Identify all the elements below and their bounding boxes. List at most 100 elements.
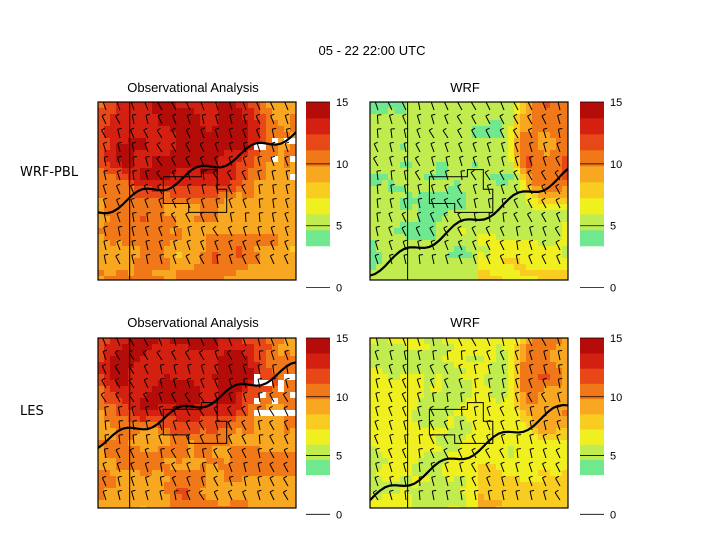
field-cell [490,476,497,483]
field-cell [460,162,467,169]
field-cell [454,210,461,217]
field-cell [248,428,255,435]
field-cell [436,488,443,495]
field-cell [394,404,401,411]
field-cell [104,422,111,429]
field-cell [400,222,407,229]
field-cell [388,162,395,169]
field-cell [260,210,267,217]
field-cell [550,446,557,453]
field-cell [496,132,503,139]
field-cell [188,476,195,483]
field-cell [188,198,195,205]
field-cell [122,180,129,187]
field-cell [478,476,485,483]
field-cell [140,234,147,241]
field-cell [394,270,401,277]
field-cell [140,338,147,345]
field-cell [370,506,377,508]
field-cell [562,380,568,387]
field-cell [278,150,285,157]
field-cell [382,228,389,235]
field-cell [158,174,165,181]
field-cell [188,144,195,151]
field-cell [134,446,141,453]
field-cell [412,500,419,507]
field-cell [370,482,377,489]
field-cell [164,228,171,235]
field-cell [146,102,153,109]
field-cell [170,506,177,508]
field-cell [122,108,129,115]
field-cell [194,144,201,151]
field-cell [544,180,551,187]
wind-barb [171,102,177,111]
field-cell [454,380,461,387]
field-cell [146,138,153,145]
field-cell [272,228,279,235]
field-cell [248,374,255,381]
field-cell [382,198,389,205]
field-cell [454,404,461,411]
field-cell [514,416,521,423]
field-cell [418,102,425,109]
field-cell [266,270,273,277]
field-cell [466,210,473,217]
field-cell [448,428,455,435]
field-cell [134,452,141,459]
field-cell [104,416,111,423]
field-cell [388,470,395,477]
field-cell [394,386,401,393]
wind-barb [401,377,407,389]
field-cell [98,264,105,271]
field-cell [260,422,267,429]
field-cell [206,228,213,235]
field-cell [236,500,243,507]
field-cell [278,452,285,459]
field-cell [442,434,449,441]
wind-barb [144,197,149,209]
field-cell [448,410,455,417]
field-cell [508,102,515,109]
field-cell [272,344,279,351]
wind-barb [499,447,505,459]
field-cell [266,120,273,127]
field-cell [526,108,533,115]
field-cell [514,198,521,205]
field-cell [550,482,557,489]
wind-barb [375,363,380,375]
field-cell [266,222,273,229]
field-cell [466,150,473,157]
field-cell [218,102,225,109]
field-cell [532,338,539,345]
wind-barb [376,114,382,125]
field-cell [128,264,135,271]
field-cell [478,434,485,441]
field-cell [254,138,261,145]
field-cell [188,132,195,139]
field-cell [206,464,213,471]
field-cell [230,150,237,157]
wind-barb [527,197,533,209]
field-cell [448,102,455,109]
wind-barb [487,363,493,375]
wind-barb [171,127,177,139]
field-cell [406,398,413,405]
field-cell [382,404,389,411]
wind-barb [389,141,394,153]
field-cell [206,186,213,193]
field-cell [104,150,111,157]
field-cell [260,192,267,199]
field-cell [478,506,485,508]
field-cell [484,144,491,151]
field-cell [284,416,291,423]
field-cell [478,380,485,387]
field-cell [128,482,135,489]
field-cell [418,416,425,423]
field-cell [128,204,135,211]
field-cell [370,374,377,381]
field-cell [284,392,291,399]
field-cell [284,428,291,435]
wind-barb [403,349,409,361]
field-cell [442,428,449,435]
